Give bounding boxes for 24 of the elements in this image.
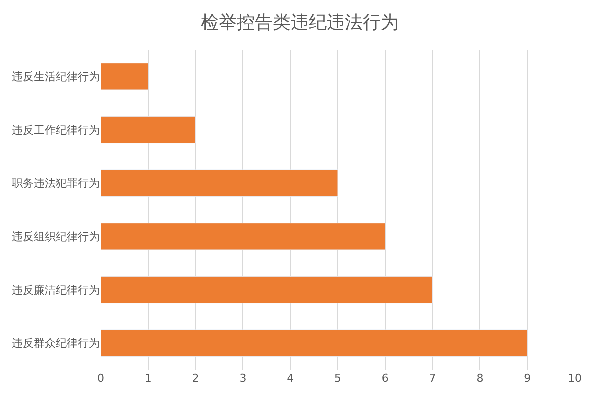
x-tick-label: 7	[429, 372, 436, 385]
x-tick-label: 9	[524, 372, 532, 385]
x-tick-label: 1	[144, 372, 152, 385]
x-tick-label: 6	[382, 372, 389, 385]
x-tick-label: 0	[98, 372, 104, 385]
x-tick-label: 3	[240, 372, 247, 385]
y-tick-label: 职务违法犯罪行为	[12, 177, 100, 190]
y-tick-label: 违反群众纪律行为	[12, 337, 100, 350]
bar	[101, 330, 528, 357]
chart-title: 检举控告类违纪违法行为	[201, 12, 399, 34]
y-tick-label: 违反组织纪律行为	[12, 230, 100, 244]
x-tick-label: 10	[568, 372, 582, 385]
x-tick-label: 2	[192, 372, 200, 385]
x-tick-label: 8	[476, 372, 484, 385]
bar	[101, 116, 196, 144]
bar	[101, 223, 386, 250]
bar	[101, 276, 434, 304]
bar	[101, 170, 338, 197]
bar	[101, 63, 149, 90]
y-tick-label: 违反生活纪律行为	[12, 70, 100, 84]
y-tick-label: 违反廉洁纪律行为	[12, 284, 100, 297]
x-tick-label: 4	[287, 372, 294, 385]
x-tick-label: 5	[334, 372, 342, 385]
y-tick-label: 违反工作纪律行为	[12, 124, 100, 137]
